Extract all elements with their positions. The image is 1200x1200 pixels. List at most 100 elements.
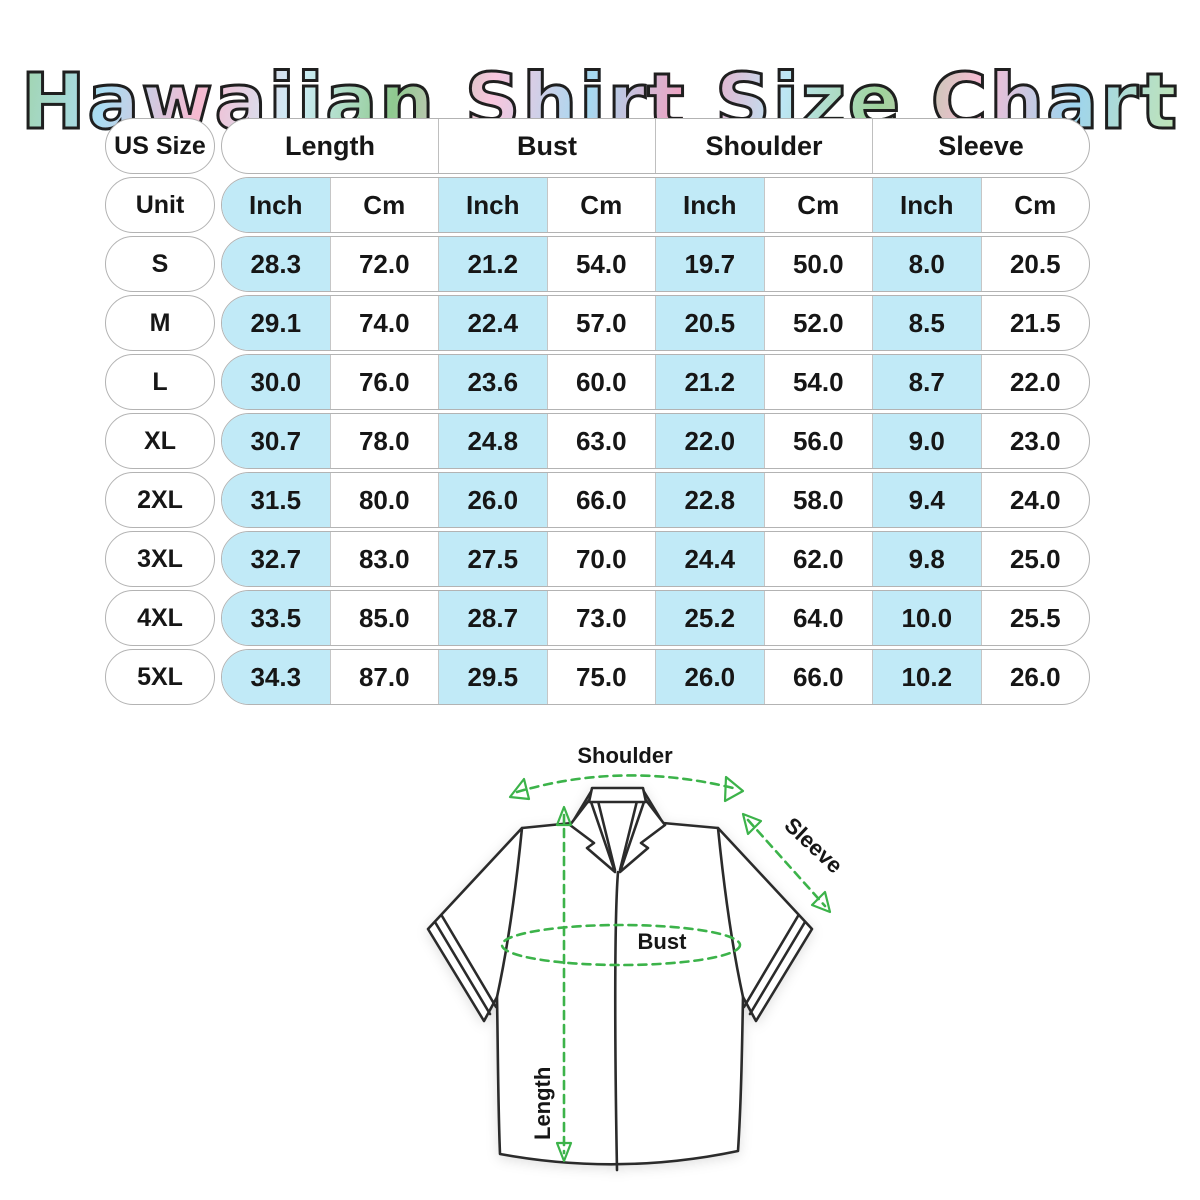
measurements-pill: 33.5 85.0 28.7 73.0 25.2 64.0 10.0 25.5 (221, 590, 1090, 646)
collar-neckband (587, 786, 648, 804)
size-label-s: S (105, 236, 215, 292)
measurements-pill: 30.7 78.0 24.8 63.0 22.0 56.0 9.0 23.0 (221, 413, 1090, 469)
arrowhead-shoulder-left (508, 777, 531, 801)
arrowhead-length-top (555, 805, 573, 827)
right-armhole-seam (716, 826, 745, 999)
table-cell: 30.0 (222, 355, 331, 409)
unit-cell-cm: Cm (548, 178, 656, 232)
table-cell: 52.0 (765, 296, 873, 350)
table-cell: 87.0 (331, 650, 439, 704)
measurements-pill: 31.5 80.0 26.0 66.0 22.8 58.0 9.4 24.0 (221, 472, 1090, 528)
left-cuff (433, 914, 498, 1016)
unit-cell-cm: Cm (765, 178, 873, 232)
shoulder-label: Shoulder (577, 743, 673, 768)
unit-cell-cm: Cm (1014, 189, 1057, 220)
measurements-pill: 29.1 74.0 22.4 57.0 20.5 52.0 8.5 21.5 (221, 295, 1090, 351)
table-cell: 63.0 (548, 414, 656, 468)
table-cell: 34.3 (222, 650, 331, 704)
sleeve-measure-line (746, 818, 827, 908)
table-cell: 22.0 (1009, 366, 1061, 397)
table-cell: 56.0 (765, 414, 873, 468)
shirt-diagram: Shoulder Sleeve Bust Length (400, 733, 890, 1195)
unit-cell-inch: Inch (439, 178, 548, 232)
table-cell: 62.0 (765, 532, 873, 586)
shoulder-measure-arc (515, 774, 735, 794)
size-label-l: L (105, 354, 215, 410)
unit-header: Unit (105, 177, 215, 233)
table-cell: 24.4 (656, 532, 765, 586)
table-row: 5XL 34.3 87.0 29.5 75.0 26.0 66.0 10.2 2… (105, 649, 1090, 705)
size-label-3xl: 3XL (105, 531, 215, 587)
table-row: 2XL 31.5 80.0 26.0 66.0 22.8 58.0 9.4 24… (105, 472, 1090, 528)
shirt-outline (426, 786, 814, 1172)
table-cell: 22.0 (656, 414, 765, 468)
unit-cell-cm: Cm (331, 178, 439, 232)
table-row: XL 30.7 78.0 24.8 63.0 22.0 56.0 9.0 23.… (105, 413, 1090, 469)
table-cell: 20.5 (656, 296, 765, 350)
table-cell: 85.0 (331, 591, 439, 645)
table-unit-row: Unit Inch Cm Inch Cm Inch Cm Inch Cm (105, 177, 1090, 233)
table-cell: 28.7 (439, 591, 548, 645)
table-cell: 27.5 (439, 532, 548, 586)
table-cell: 10.0 (873, 591, 982, 645)
table-cell: 32.7 (222, 532, 331, 586)
size-text: 2XL (137, 485, 183, 514)
column-header-length: Length (222, 119, 439, 173)
table-cell: 22.8 (656, 473, 765, 527)
table-cell: 28.3 (222, 237, 331, 291)
table-cell: 21.2 (439, 237, 548, 291)
arrowhead-length-bottom (555, 1141, 573, 1163)
bust-label: Bust (638, 929, 688, 954)
size-text: 3XL (137, 544, 183, 573)
corner-header-us-size: US Size (105, 118, 215, 174)
table-cell: 8.0 (873, 237, 982, 291)
table-cell: 21.2 (656, 355, 765, 409)
shirt-body (426, 788, 814, 1166)
table-cell: 21.5 (1009, 307, 1061, 338)
table-row: 4XL 33.5 85.0 28.7 73.0 25.2 64.0 10.0 2… (105, 590, 1090, 646)
arrowhead-sleeve-top (741, 812, 763, 836)
column-header-bust: Bust (439, 119, 656, 173)
table-cell: 76.0 (331, 355, 439, 409)
table-cell: 66.0 (548, 473, 656, 527)
left-armhole-seam (495, 826, 524, 999)
table-cell: 33.5 (222, 591, 331, 645)
size-text: 4XL (137, 603, 183, 632)
table-cell: 23.6 (439, 355, 548, 409)
measurements-pill: 34.3 87.0 29.5 75.0 26.0 66.0 10.2 26.0 (221, 649, 1090, 705)
table-cell: 25.5 (1009, 602, 1061, 633)
table-cell: 66.0 (765, 650, 873, 704)
table-cell: 9.4 (873, 473, 982, 527)
corner-header-text: US Size (114, 131, 206, 160)
right-cuff (742, 914, 807, 1016)
measurement-arrowheads (508, 775, 832, 1163)
column-header-sleeve: Sleeve (938, 130, 1024, 161)
table-cell: 26.0 (1009, 661, 1061, 692)
size-text: M (149, 308, 171, 337)
table-cell: 24.0 (1009, 484, 1061, 515)
table-cell: 50.0 (765, 237, 873, 291)
right-lapel (618, 797, 667, 874)
table-cell: 78.0 (331, 414, 439, 468)
table-cell: 8.5 (873, 296, 982, 350)
table-row: M 29.1 74.0 22.4 57.0 20.5 52.0 8.5 21.5 (105, 295, 1090, 351)
table-cell: 60.0 (548, 355, 656, 409)
table-cell: 73.0 (548, 591, 656, 645)
size-text: L (152, 367, 168, 396)
unit-cell-inch: Inch (873, 178, 982, 232)
table-cell: 54.0 (765, 355, 873, 409)
table-cell: 30.7 (222, 414, 331, 468)
table-cell: 29.1 (222, 296, 331, 350)
table-cell: 24.8 (439, 414, 548, 468)
size-label-m: M (105, 295, 215, 351)
left-lapel (568, 797, 617, 874)
size-text: XL (144, 426, 176, 455)
measurement-lines (500, 774, 827, 1155)
size-chart-table: US Size Length Bust Shoulder Sleeve Unit… (105, 118, 1090, 708)
collar-inner-v (596, 799, 639, 872)
table-cell: 57.0 (548, 296, 656, 350)
table-cell: 9.0 (873, 414, 982, 468)
table-cell: 22.4 (439, 296, 548, 350)
table-cell: 29.5 (439, 650, 548, 704)
